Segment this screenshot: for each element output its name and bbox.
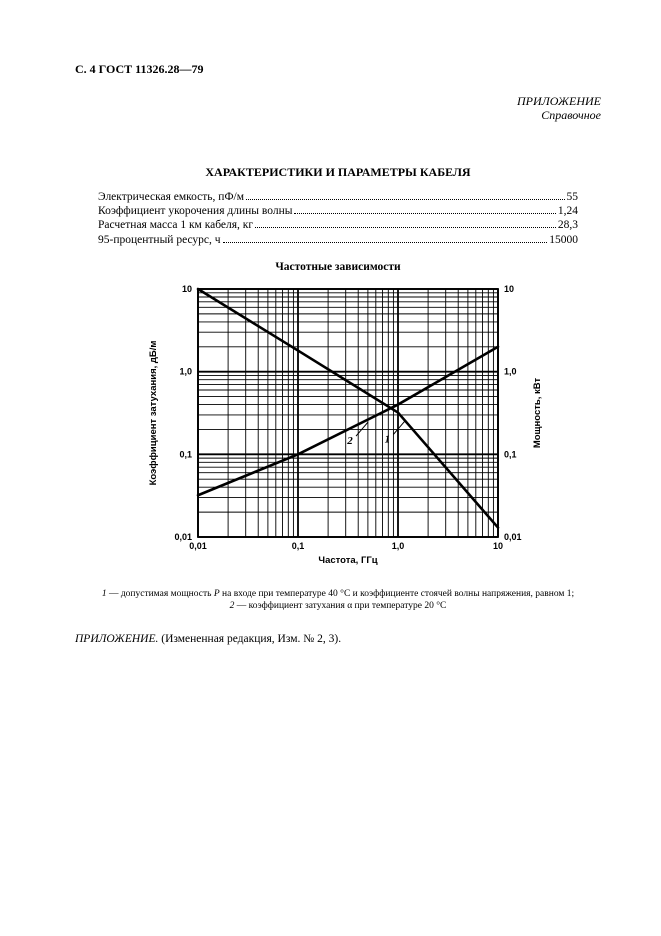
- svg-text:10: 10: [182, 284, 192, 294]
- leader-dots: [223, 235, 548, 243]
- param-value: 1,24: [558, 204, 578, 218]
- chart-svg: 120,010,11,0100,010,11,0100,010,11,010Ча…: [128, 279, 548, 579]
- param-row: Расчетная масса 1 км кабеля, кг 28,3: [98, 218, 578, 232]
- caption-2-a: — коэффициент затухания α при температур…: [234, 601, 446, 611]
- caption-1-a: — допустимая мощность: [107, 589, 214, 599]
- svg-text:1,0: 1,0: [504, 367, 517, 377]
- svg-text:1,0: 1,0: [392, 541, 405, 551]
- leader-dots: [246, 192, 564, 200]
- svg-text:1,0: 1,0: [179, 367, 192, 377]
- appendix-subtitle: Справочное: [75, 109, 601, 123]
- svg-text:0,01: 0,01: [504, 532, 522, 542]
- page: С. 4 ГОСТ 11326.28—79 ПРИЛОЖЕНИЕ Справоч…: [0, 0, 661, 936]
- appendix-title: ПРИЛОЖЕНИЕ: [75, 95, 601, 109]
- caption-1-b: на входе при температуре 40 °С и коэффиц…: [220, 589, 575, 599]
- param-value: 55: [567, 190, 579, 204]
- param-row: Электрическая емкость, пФ/м 55: [98, 190, 578, 204]
- param-label: Расчетная масса 1 км кабеля, кг: [98, 218, 253, 232]
- param-value: 28,3: [558, 218, 578, 232]
- svg-text:Частота, ГГц: Частота, ГГц: [318, 555, 377, 566]
- param-value: 15000: [549, 233, 578, 247]
- svg-text:0,01: 0,01: [174, 532, 192, 542]
- chart: 120,010,11,0100,010,11,0100,010,11,010Ча…: [128, 279, 548, 579]
- param-label: Электрическая емкость, пФ/м: [98, 190, 244, 204]
- svg-text:1: 1: [385, 434, 391, 446]
- svg-text:2: 2: [346, 435, 353, 447]
- param-label: 95-процентный ресурс, ч: [98, 233, 221, 247]
- chart-caption: 1 — допустимая мощность P на входе при т…: [75, 589, 601, 613]
- footnote: ПРИЛОЖЕНИЕ. (Измененная редакция, Изм. №…: [75, 633, 601, 645]
- svg-text:0,1: 0,1: [292, 541, 305, 551]
- svg-text:0,1: 0,1: [179, 449, 192, 459]
- param-label: Коэффициент укорочения длины волны: [98, 204, 292, 218]
- section-title: ХАРАКТЕРИСТИКИ И ПАРАМЕТРЫ КАБЕЛЯ: [75, 165, 601, 180]
- chart-title: Частотные зависимости: [75, 261, 601, 273]
- param-row: 95-процентный ресурс, ч 15000: [98, 233, 578, 247]
- footnote-it: ПРИЛОЖЕНИЕ.: [75, 633, 158, 645]
- appendix-block: ПРИЛОЖЕНИЕ Справочное: [75, 95, 601, 123]
- svg-text:0,1: 0,1: [504, 449, 517, 459]
- svg-text:10: 10: [493, 541, 503, 551]
- svg-text:10: 10: [504, 284, 514, 294]
- svg-text:Мощность, кВт: Мощность, кВт: [532, 378, 543, 449]
- page-header: С. 4 ГОСТ 11326.28—79: [75, 62, 601, 77]
- leader-dots: [255, 220, 556, 228]
- params-list: Электрическая емкость, пФ/м 55 Коэффицие…: [98, 190, 578, 248]
- svg-text:Коэффициент затухания, дБ/м: Коэффициент затухания, дБ/м: [148, 341, 159, 486]
- param-row: Коэффициент укорочения длины волны 1,24: [98, 204, 578, 218]
- footnote-rest: (Измененная редакция, Изм. № 2, 3).: [158, 633, 341, 645]
- leader-dots: [294, 206, 555, 214]
- svg-text:0,01: 0,01: [189, 541, 207, 551]
